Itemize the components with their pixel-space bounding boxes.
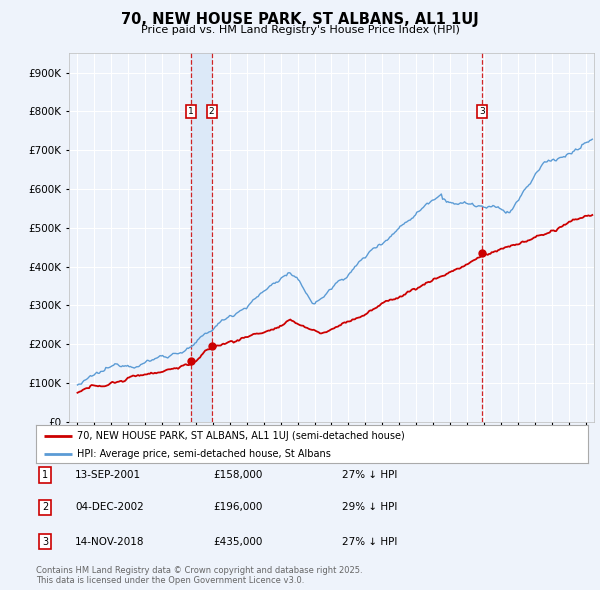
- Text: 1: 1: [188, 107, 194, 116]
- Text: 3: 3: [479, 107, 485, 116]
- Text: Price paid vs. HM Land Registry's House Price Index (HPI): Price paid vs. HM Land Registry's House …: [140, 25, 460, 35]
- Text: 3: 3: [42, 537, 48, 546]
- Bar: [191, 53, 212, 422]
- Text: 2: 2: [209, 107, 214, 116]
- Text: HPI: Average price, semi-detached house, St Albans: HPI: Average price, semi-detached house,…: [77, 448, 331, 458]
- Text: 1: 1: [42, 470, 48, 480]
- Text: 27% ↓ HPI: 27% ↓ HPI: [342, 470, 397, 480]
- Text: £196,000: £196,000: [213, 503, 262, 512]
- Text: 2: 2: [42, 503, 48, 512]
- Text: 29% ↓ HPI: 29% ↓ HPI: [342, 503, 397, 512]
- Text: 13-SEP-2001: 13-SEP-2001: [75, 470, 141, 480]
- Text: 70, NEW HOUSE PARK, ST ALBANS, AL1 1UJ: 70, NEW HOUSE PARK, ST ALBANS, AL1 1UJ: [121, 12, 479, 27]
- Text: 14-NOV-2018: 14-NOV-2018: [75, 537, 145, 546]
- Text: 04-DEC-2002: 04-DEC-2002: [75, 503, 144, 512]
- Text: Contains HM Land Registry data © Crown copyright and database right 2025.
This d: Contains HM Land Registry data © Crown c…: [36, 566, 362, 585]
- Text: 70, NEW HOUSE PARK, ST ALBANS, AL1 1UJ (semi-detached house): 70, NEW HOUSE PARK, ST ALBANS, AL1 1UJ (…: [77, 431, 405, 441]
- Text: £435,000: £435,000: [213, 537, 262, 546]
- Text: £158,000: £158,000: [213, 470, 262, 480]
- Text: 27% ↓ HPI: 27% ↓ HPI: [342, 537, 397, 546]
